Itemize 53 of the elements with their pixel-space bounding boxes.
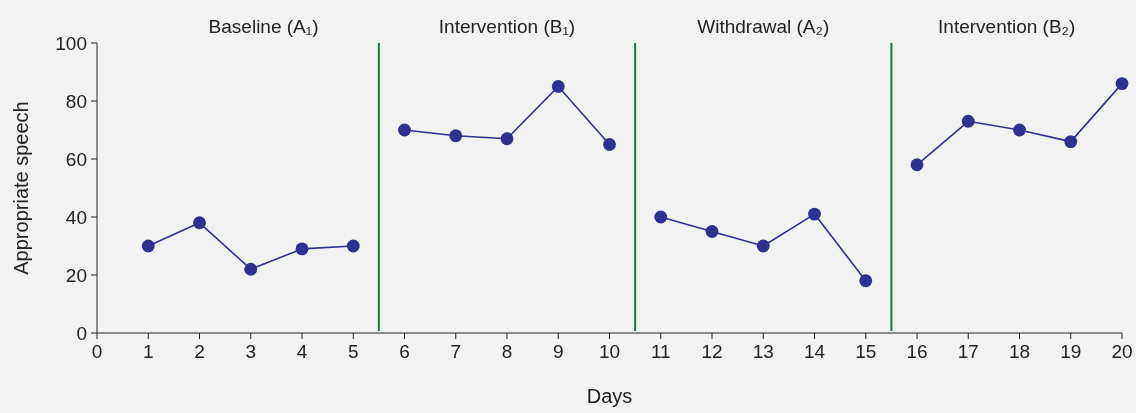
- text: Intervention (B₂): [938, 16, 1076, 37]
- x-tick-label: 4: [296, 341, 308, 362]
- x-tick-label: 17: [957, 341, 979, 362]
- point: [1115, 77, 1129, 91]
- x-tick-label: 15: [855, 341, 877, 362]
- point: [808, 207, 821, 221]
- point: [859, 274, 873, 288]
- x-tick-label: 19: [1060, 341, 1082, 362]
- point: [705, 225, 719, 238]
- point: [244, 262, 258, 276]
- text: Withdrawal (A₂): [697, 16, 830, 37]
- point: [295, 242, 309, 256]
- x-tick-label: 0: [91, 341, 103, 362]
- x-tick-label: 20: [1111, 341, 1133, 362]
- y-tick-label: 60: [65, 148, 87, 170]
- point: [756, 239, 770, 253]
- x-tick-label: 13: [752, 341, 774, 362]
- point: [654, 210, 668, 224]
- y-tick-label: 20: [65, 264, 87, 286]
- x-tick-label: 1: [142, 341, 154, 362]
- point: [500, 132, 514, 146]
- text: Intervention (B₁): [438, 16, 576, 37]
- x-tick-label: 16: [906, 341, 928, 362]
- x-tick-label: 9: [552, 341, 564, 362]
- y-tick-label: 0: [76, 322, 87, 344]
- point: [449, 129, 463, 143]
- text: Baseline (A₁): [208, 16, 319, 37]
- x-tick-label: 8: [501, 341, 513, 362]
- point: [910, 158, 924, 172]
- point: [346, 239, 360, 253]
- x-tick-label: 2: [194, 341, 205, 362]
- x-tick-label: 18: [1008, 341, 1031, 362]
- x-axis-title: Days: [586, 385, 633, 407]
- x-tick-label: 3: [245, 341, 257, 362]
- point: [961, 114, 975, 128]
- point: [398, 123, 411, 137]
- point: [1064, 135, 1078, 149]
- x-tick-label: 7: [450, 341, 462, 362]
- x-tick-label: 11: [650, 341, 671, 362]
- point: [1013, 123, 1026, 137]
- point: [141, 239, 155, 253]
- y-tick-label: 100: [55, 32, 87, 54]
- point: [551, 80, 565, 93]
- point: [603, 138, 616, 151]
- x-tick-label: 10: [598, 341, 621, 362]
- x-tick-label: 12: [701, 341, 723, 362]
- point: [193, 216, 206, 230]
- x-tick-label: 6: [399, 341, 410, 362]
- y-tick-label: 40: [65, 206, 87, 228]
- x-tick-label: 14: [803, 341, 826, 362]
- x-tick-label: 5: [347, 341, 359, 362]
- y-tick-label: 80: [65, 90, 87, 112]
- y-axis-title: Appropriate speech: [10, 101, 32, 275]
